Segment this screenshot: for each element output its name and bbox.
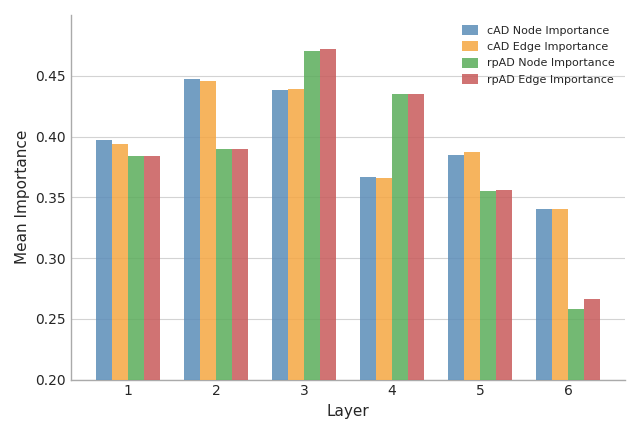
Bar bbox=[112, 144, 128, 434]
Bar bbox=[376, 178, 392, 434]
Bar bbox=[216, 149, 232, 434]
Bar bbox=[288, 89, 304, 434]
Bar bbox=[568, 309, 584, 434]
Bar bbox=[200, 81, 216, 434]
Y-axis label: Mean Importance: Mean Importance bbox=[15, 130, 30, 264]
Bar bbox=[449, 155, 464, 434]
X-axis label: Layer: Layer bbox=[326, 404, 369, 419]
Bar bbox=[232, 149, 248, 434]
Bar bbox=[96, 140, 112, 434]
Bar bbox=[480, 191, 496, 434]
Bar bbox=[464, 152, 480, 434]
Bar bbox=[360, 177, 376, 434]
Bar bbox=[552, 210, 568, 434]
Bar bbox=[272, 90, 288, 434]
Bar bbox=[128, 156, 144, 434]
Bar bbox=[536, 210, 552, 434]
Bar bbox=[496, 190, 512, 434]
Bar bbox=[408, 94, 424, 434]
Bar bbox=[184, 79, 200, 434]
Bar bbox=[304, 52, 320, 434]
Bar bbox=[320, 49, 336, 434]
Bar bbox=[584, 299, 600, 434]
Bar bbox=[144, 156, 159, 434]
Legend: cAD Node Importance, cAD Edge Importance, rpAD Node Importance, rpAD Edge Import: cAD Node Importance, cAD Edge Importance… bbox=[457, 20, 620, 89]
Bar bbox=[392, 94, 408, 434]
